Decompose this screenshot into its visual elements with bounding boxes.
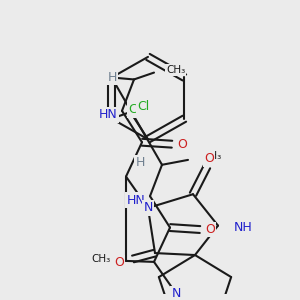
Text: HN: HN	[127, 194, 146, 207]
Text: O: O	[204, 152, 214, 165]
Text: O: O	[177, 138, 187, 151]
Text: H: H	[107, 71, 117, 84]
Text: CH₃: CH₃	[92, 254, 111, 264]
Text: CH₃: CH₃	[202, 151, 221, 161]
Text: CH₃: CH₃	[92, 254, 111, 264]
Text: N: N	[143, 202, 153, 214]
Text: H: H	[135, 156, 145, 169]
Text: CH₃: CH₃	[166, 64, 185, 75]
Text: O: O	[114, 256, 124, 269]
Text: N: N	[171, 287, 181, 300]
Text: HN: HN	[99, 108, 117, 121]
Text: Cl: Cl	[128, 103, 140, 116]
Text: O: O	[205, 223, 215, 236]
Text: Cl: Cl	[137, 100, 150, 113]
Text: NH: NH	[234, 221, 253, 234]
